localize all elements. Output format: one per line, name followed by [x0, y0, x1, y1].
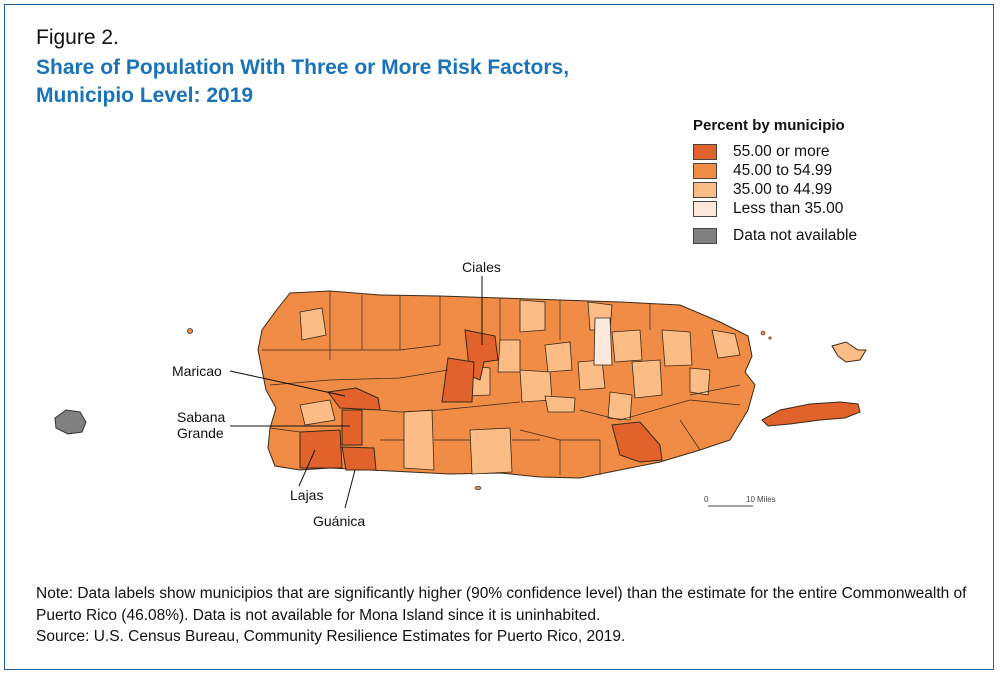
scale-zero: 0	[704, 495, 709, 504]
label-sabana-grande-1: Sabana	[177, 409, 225, 425]
island-culebra	[831, 341, 867, 363]
title-line-1: Share of Population With Three or More R…	[36, 56, 570, 79]
legend-item-45-54: 45.00 to 54.99	[693, 161, 857, 180]
municipio-guanica	[341, 446, 377, 471]
islet-caja-de-muertos	[474, 486, 482, 490]
islet-east-2	[768, 336, 772, 340]
legend-label: 45.00 to 54.99	[733, 161, 833, 179]
figure-note: Note: Data labels show municipios that a…	[36, 585, 967, 624]
legend-item-55-plus: 55.00 or more	[693, 142, 857, 161]
figure-source: Source: U.S. Census Bureau, Community Re…	[36, 628, 626, 645]
scale-ten: 10	[746, 495, 755, 504]
municipio-sabana-grande	[341, 409, 363, 446]
municipio-patillas	[611, 421, 663, 463]
legend-label: Less than 35.00	[733, 199, 844, 217]
legend-label: Data not available	[733, 226, 858, 244]
municipio-orocovis	[441, 357, 475, 403]
island-desecheo	[187, 328, 193, 334]
legend-swatch	[693, 227, 717, 244]
legend-swatch	[693, 162, 717, 179]
legend-swatch	[693, 200, 717, 217]
municipios-55-plus	[299, 329, 663, 471]
legend-item-not-available: Data not available	[693, 226, 857, 245]
label-leader-lines	[229, 276, 483, 509]
scale-unit: Miles	[757, 495, 776, 504]
map-legend: Percent by municipio 55.00 or more 45.00…	[693, 117, 857, 245]
municipio-maricao	[327, 387, 381, 411]
label-guanica: Guánica	[313, 513, 365, 529]
legend-item-35-44: 35.00 to 44.99	[693, 180, 857, 199]
legend-swatch	[693, 181, 717, 198]
figure-label: Figure 2.	[36, 26, 119, 49]
island-mona	[54, 409, 87, 435]
legend-label: 55.00 or more	[733, 142, 830, 160]
municipios-35-44	[299, 299, 741, 475]
title-line-2: Municipio Level: 2019	[36, 84, 254, 107]
municipio-boundaries	[262, 291, 741, 475]
label-ciales: Ciales	[462, 259, 501, 275]
legend-swatch	[693, 143, 717, 160]
municipio-below-35	[593, 317, 613, 366]
label-sabana-grande-2: Grande	[177, 425, 224, 441]
islet-east	[760, 330, 766, 336]
municipio-lajas	[299, 429, 343, 469]
label-maricao: Maricao	[172, 363, 222, 379]
island-vieques	[761, 401, 861, 427]
label-lajas: Lajas	[290, 487, 323, 503]
legend-item-below-35: Less than 35.00	[693, 199, 857, 218]
legend-title: Percent by municipio	[693, 117, 845, 134]
figure-title: Share of Population With Three or More R…	[36, 54, 569, 110]
scale-bar: 0 10 Miles	[704, 495, 776, 507]
legend-label: 35.00 to 44.99	[733, 180, 833, 198]
